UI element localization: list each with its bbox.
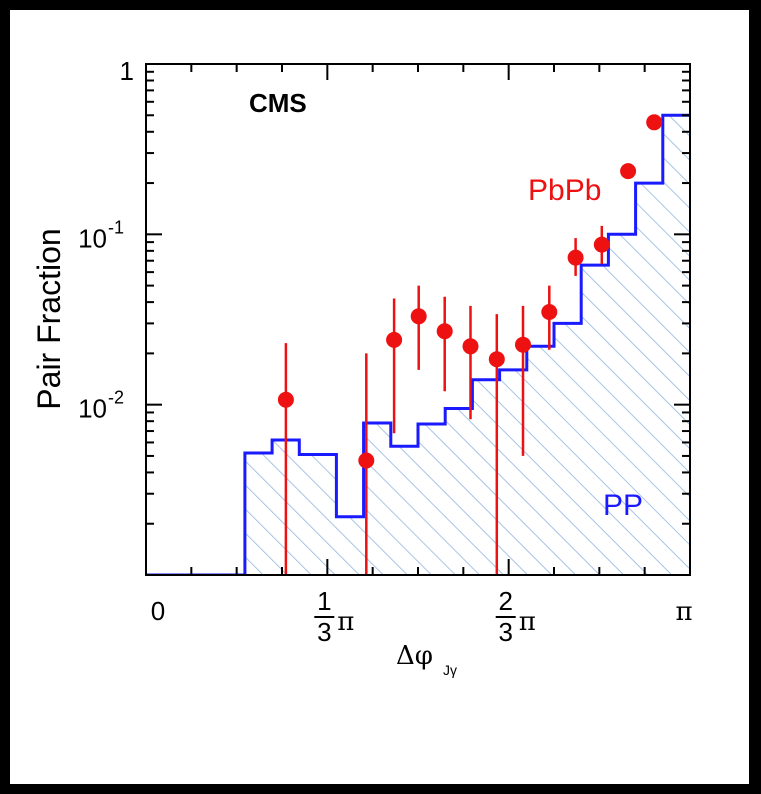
pp-step-outline (146, 113, 690, 575)
pbpb-point-12 (646, 114, 663, 131)
pbpb-point-5 (462, 338, 479, 355)
y-tick-exponent-2: -2 (108, 388, 124, 408)
x-tick-fraction-numerator-2: 2 (498, 586, 512, 616)
x-tick-fraction-symbol-2: π (519, 607, 536, 637)
pbpb-point-8 (541, 304, 558, 320)
x-tick-fraction-denominator-1: 3 (317, 617, 331, 647)
pbpb-point-3 (410, 308, 427, 325)
y-tick-label-1: 10 (78, 223, 107, 253)
pp-bin-4 (336, 516, 365, 575)
y-tick-labels: 110-110-2 (78, 56, 134, 424)
y-tick-exponent-1: -1 (108, 217, 124, 237)
pp-bin-12 (554, 323, 582, 575)
pbpb-point-7 (515, 336, 531, 353)
pbpb-point-11 (620, 163, 637, 180)
x-tick-fraction-numerator-1: 1 (317, 586, 331, 616)
pp-bin-9 (472, 379, 501, 575)
pbpb-series-label: PbPb (528, 174, 601, 207)
x-tick-label-0: 0 (151, 596, 165, 626)
x-tick-fraction-symbol-1: π (337, 607, 354, 637)
pbpb-point-1 (358, 452, 375, 469)
pp-bin-3 (299, 454, 337, 575)
pbpb-point-9 (567, 249, 584, 266)
x-axis-label: Δφ Jγ (396, 641, 457, 678)
x-tick-label-3: π (675, 597, 692, 627)
pbpb-point-6 (488, 351, 505, 368)
pp-bin-13 (581, 265, 609, 575)
pp-bin-6 (390, 446, 419, 575)
y-axis-label: Pair Fraction (31, 228, 67, 409)
x-tick-labels: 0 13 π23 π π (151, 586, 693, 647)
y-tick-label-0: 1 (120, 56, 134, 86)
pp-bin-5 (363, 423, 392, 575)
x-tick-fraction-denominator-2: 3 (498, 617, 512, 647)
pp-series-label: PP (603, 489, 643, 522)
x-axis-label-subscript: Jγ (443, 662, 457, 678)
pbpb-point-10 (593, 236, 610, 253)
x-axis-label-main: Δφ (396, 641, 433, 671)
pp-bin-8 (445, 408, 473, 575)
cms-watermark: CMS (249, 88, 307, 118)
axis-ticks (145, 64, 691, 575)
pp-bin-1 (244, 453, 273, 575)
pp-bin-11 (526, 346, 555, 575)
pbpb-point-0 (277, 391, 294, 408)
pp-bin-16 (662, 115, 690, 575)
y-tick-label-2: 10 (78, 394, 107, 424)
pbpb-points (277, 114, 663, 469)
pbpb-point-2 (386, 331, 403, 348)
pp-histogram (146, 113, 690, 575)
pp-bin-14 (608, 234, 637, 575)
pp-bin-15 (635, 183, 664, 575)
pbpb-point-4 (436, 323, 453, 340)
pp-bin-7 (418, 424, 446, 575)
